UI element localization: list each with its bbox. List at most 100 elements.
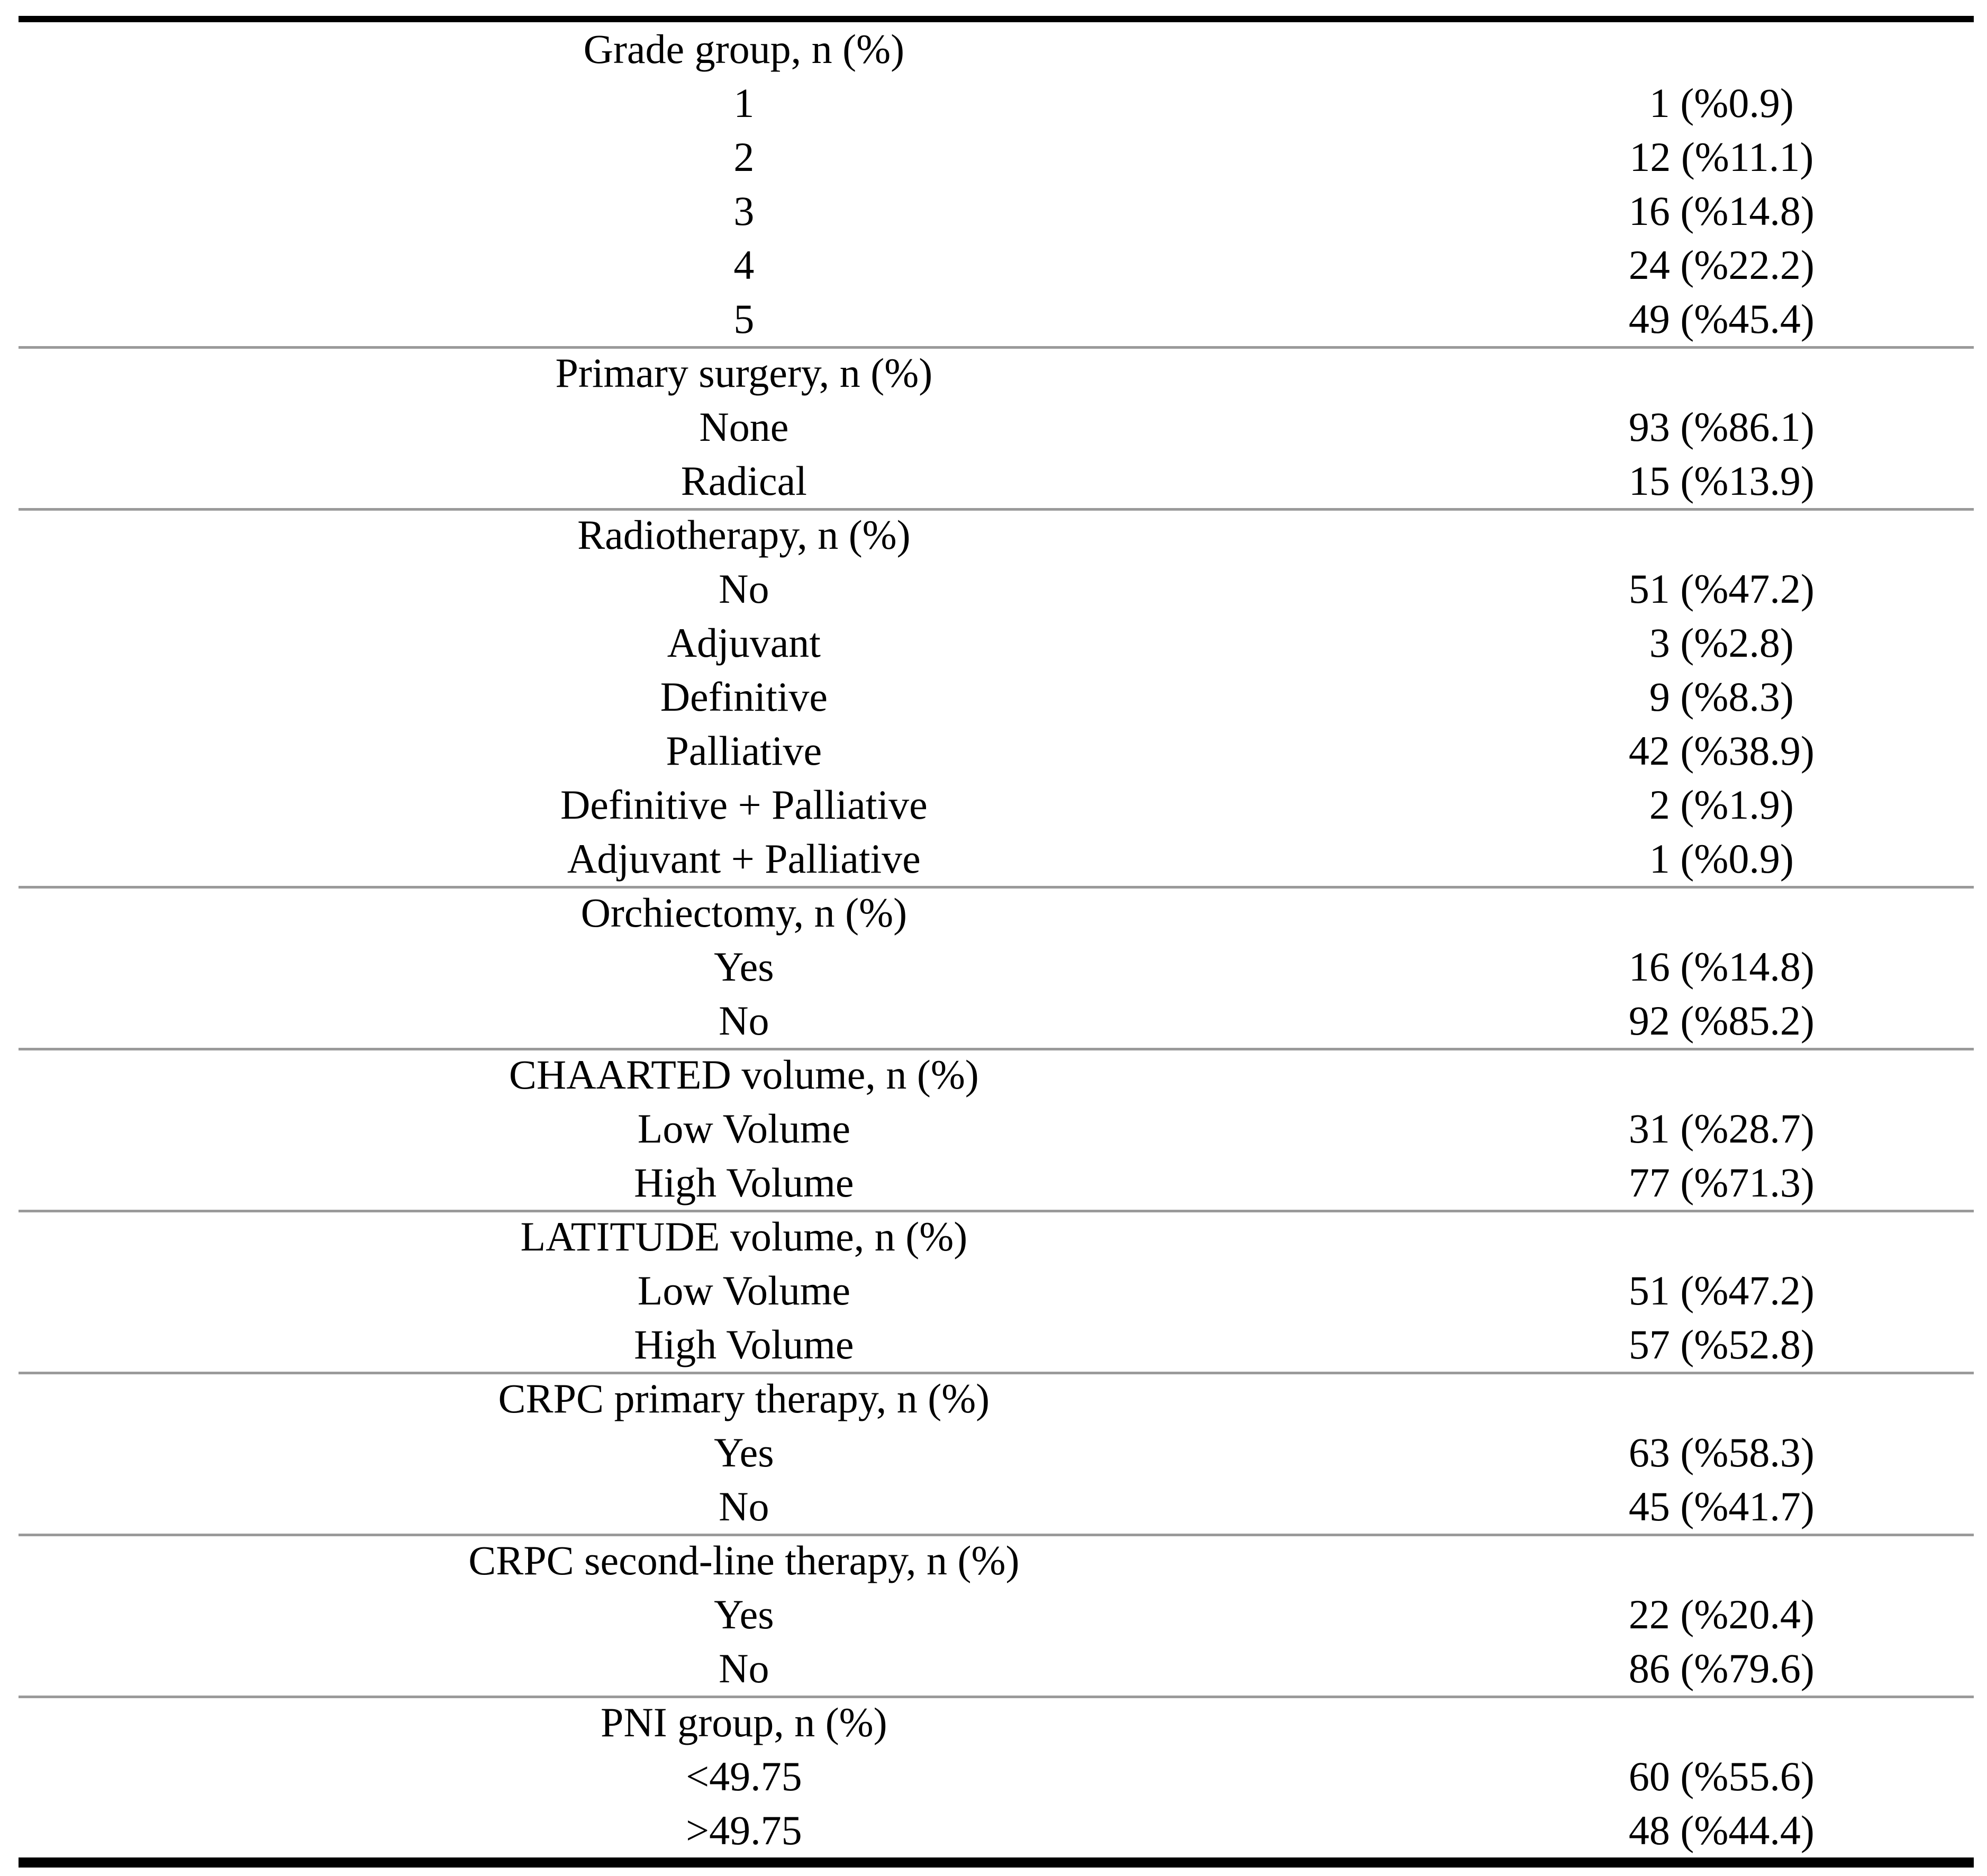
row-value: 51 (%47.2) xyxy=(1628,1267,1814,1313)
row-label: <49.75 xyxy=(686,1753,802,1799)
table-section: Radiotherapy, n (%) No 51 (%47.2) Adjuva… xyxy=(19,508,1974,889)
table-row: Palliative 42 (%38.9) xyxy=(19,724,1974,778)
row-label: Definitive xyxy=(660,674,828,720)
row-label: Palliative xyxy=(666,728,822,774)
section-header-row: CHAARTED volume, n (%) xyxy=(19,1048,1974,1102)
table-row: Yes 22 (%20.4) xyxy=(19,1588,1974,1642)
row-value: 86 (%79.6) xyxy=(1628,1645,1814,1691)
row-value: 1 (%0.9) xyxy=(1649,836,1794,882)
table-row: Adjuvant + Palliative 1 (%0.9) xyxy=(19,832,1974,886)
table-row: 4 24 (%22.2) xyxy=(19,238,1974,292)
section-header-label: CHAARTED volume, n (%) xyxy=(509,1052,979,1098)
row-value: 93 (%86.1) xyxy=(1628,404,1814,450)
row-value: 45 (%41.7) xyxy=(1628,1483,1814,1529)
section-header-row: PNI group, n (%) xyxy=(19,1696,1974,1750)
section-header-label: Orchiectomy, n (%) xyxy=(580,890,908,936)
table-row: 3 16 (%14.8) xyxy=(19,184,1974,238)
table-row: No 86 (%79.6) xyxy=(19,1642,1974,1696)
table-bottom-border xyxy=(19,1857,1974,1868)
row-label: Low Volume xyxy=(637,1105,850,1152)
table-row: Definitive + Palliative 2 (%1.9) xyxy=(19,778,1974,832)
table-row: Radical 15 (%13.9) xyxy=(19,454,1974,508)
table-row: No 92 (%85.2) xyxy=(19,994,1974,1048)
row-label: 5 xyxy=(733,296,755,342)
row-label: Radical xyxy=(681,458,807,504)
table-row: High Volume 57 (%52.8) xyxy=(19,1318,1974,1372)
table-row: None 93 (%86.1) xyxy=(19,400,1974,454)
row-label: High Volume xyxy=(634,1321,854,1367)
section-header-row: LATITUDE volume, n (%) xyxy=(19,1210,1974,1264)
section-header-label: LATITUDE volume, n (%) xyxy=(520,1213,968,1259)
row-label: >49.75 xyxy=(686,1807,802,1853)
row-label: Adjuvant xyxy=(667,620,821,666)
section-header-label: Primary surgery, n (%) xyxy=(555,350,933,396)
table-row: Yes 63 (%58.3) xyxy=(19,1426,1974,1480)
table-section: CRPC second-line therapy, n (%) Yes 22 (… xyxy=(19,1534,1974,1698)
row-value: 3 (%2.8) xyxy=(1649,620,1794,666)
table-row: 1 1 (%0.9) xyxy=(19,76,1974,130)
table-row: <49.75 60 (%55.6) xyxy=(19,1750,1974,1804)
row-label: 3 xyxy=(733,188,755,234)
table-section: LATITUDE volume, n (%) Low Volume 51 (%4… xyxy=(19,1210,1974,1374)
table-section: CRPC primary therapy, n (%) Yes 63 (%58.… xyxy=(19,1372,1974,1536)
row-label: High Volume xyxy=(634,1159,854,1206)
row-value: 57 (%52.8) xyxy=(1628,1321,1814,1367)
table-section: Grade group, n (%) 1 1 (%0.9) 2 12 (%11.… xyxy=(19,22,1974,349)
section-header-row: Radiotherapy, n (%) xyxy=(19,508,1974,562)
table-section: Orchiectomy, n (%) Yes 16 (%14.8) No 92 … xyxy=(19,886,1974,1050)
row-label: Adjuvant + Palliative xyxy=(567,836,921,882)
row-value: 16 (%14.8) xyxy=(1628,944,1814,990)
row-label: 4 xyxy=(733,242,755,288)
row-value: 48 (%44.4) xyxy=(1628,1807,1814,1853)
section-header-row: Grade group, n (%) xyxy=(19,22,1974,76)
row-value: 22 (%20.4) xyxy=(1628,1591,1814,1637)
section-header-row: Primary surgery, n (%) xyxy=(19,346,1974,400)
row-label: Yes xyxy=(714,1591,774,1637)
table-top-border xyxy=(19,16,1974,22)
row-value: 51 (%47.2) xyxy=(1628,566,1814,612)
patient-characteristics-table: Grade group, n (%) 1 1 (%0.9) 2 12 (%11.… xyxy=(19,22,1974,1857)
row-value: 15 (%13.9) xyxy=(1628,458,1814,504)
row-value: 42 (%38.9) xyxy=(1628,728,1814,774)
row-value: 16 (%14.8) xyxy=(1628,188,1814,234)
section-header-row: CRPC primary therapy, n (%) xyxy=(19,1372,1974,1426)
row-value: 2 (%1.9) xyxy=(1649,782,1794,828)
row-label: No xyxy=(719,998,769,1044)
table-row: Low Volume 31 (%28.7) xyxy=(19,1102,1974,1156)
row-value: 1 (%0.9) xyxy=(1649,80,1794,126)
table-row: 2 12 (%11.1) xyxy=(19,130,1974,184)
row-label: Yes xyxy=(714,1429,774,1475)
row-label: 2 xyxy=(733,134,755,180)
table-section: PNI group, n (%) <49.75 60 (%55.6) >49.7… xyxy=(19,1696,1974,1857)
section-header-label: Radiotherapy, n (%) xyxy=(577,512,911,558)
row-label: No xyxy=(719,1645,769,1691)
row-value: 12 (%11.1) xyxy=(1629,134,1814,180)
row-label: None xyxy=(699,404,789,450)
row-label: No xyxy=(719,566,769,612)
row-value: 63 (%58.3) xyxy=(1628,1429,1814,1475)
section-header-label: CRPC second-line therapy, n (%) xyxy=(468,1537,1020,1583)
row-value: 31 (%28.7) xyxy=(1628,1105,1814,1152)
row-label: Definitive + Palliative xyxy=(560,782,928,828)
table-row: No 51 (%47.2) xyxy=(19,562,1974,616)
row-label: No xyxy=(719,1483,769,1529)
table-row: >49.75 48 (%44.4) xyxy=(19,1804,1974,1857)
table-row: Definitive 9 (%8.3) xyxy=(19,670,1974,724)
table-section: Primary surgery, n (%) None 93 (%86.1) R… xyxy=(19,346,1974,511)
section-header-row: CRPC second-line therapy, n (%) xyxy=(19,1534,1974,1588)
row-value: 24 (%22.2) xyxy=(1628,242,1814,288)
row-label: Yes xyxy=(714,944,774,990)
row-value: 9 (%8.3) xyxy=(1649,674,1794,720)
table-row: Yes 16 (%14.8) xyxy=(19,940,1974,994)
row-label: Low Volume xyxy=(637,1267,850,1313)
table-row: Low Volume 51 (%47.2) xyxy=(19,1264,1974,1318)
row-label: 1 xyxy=(733,80,755,126)
table-row: 5 49 (%45.4) xyxy=(19,292,1974,346)
section-header-label: PNI group, n (%) xyxy=(601,1699,887,1745)
row-value: 60 (%55.6) xyxy=(1628,1753,1814,1799)
section-header-label: CRPC primary therapy, n (%) xyxy=(498,1375,990,1421)
row-value: 92 (%85.2) xyxy=(1628,998,1814,1044)
row-value: 49 (%45.4) xyxy=(1628,296,1814,342)
table-row: High Volume 77 (%71.3) xyxy=(19,1156,1974,1210)
